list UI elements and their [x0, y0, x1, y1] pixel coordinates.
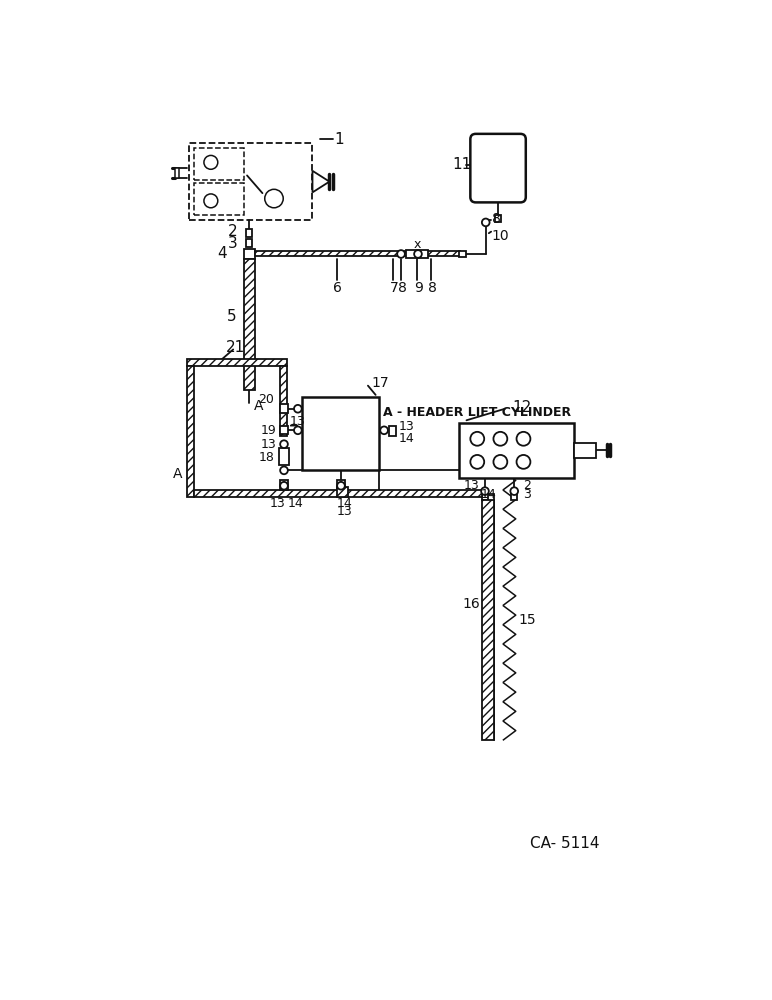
Bar — [194, 148, 244, 180]
Text: CA- 5114: CA- 5114 — [530, 836, 599, 851]
Bar — [280, 426, 288, 434]
Text: 3: 3 — [523, 488, 531, 501]
Text: 2: 2 — [228, 224, 238, 239]
Circle shape — [280, 482, 288, 490]
Text: x: x — [413, 238, 421, 251]
Bar — [244, 259, 255, 389]
Circle shape — [294, 405, 302, 413]
Bar — [303, 397, 380, 470]
Circle shape — [482, 219, 489, 226]
Text: 20: 20 — [259, 393, 275, 406]
Bar — [459, 251, 466, 257]
Circle shape — [265, 189, 283, 208]
Text: 11: 11 — [452, 157, 472, 172]
Text: 18: 18 — [259, 451, 275, 464]
Text: 12: 12 — [513, 400, 532, 415]
Circle shape — [204, 155, 218, 169]
Bar — [495, 215, 501, 222]
Text: 7: 7 — [390, 281, 398, 295]
Bar — [482, 493, 488, 500]
Bar — [244, 249, 255, 259]
Bar — [280, 404, 288, 413]
Bar — [337, 487, 348, 497]
Text: 17: 17 — [372, 376, 389, 390]
Circle shape — [481, 487, 489, 495]
Polygon shape — [313, 171, 330, 192]
Text: 15: 15 — [519, 613, 537, 627]
Circle shape — [397, 250, 405, 258]
Circle shape — [516, 455, 530, 469]
Bar — [246, 229, 252, 237]
FancyBboxPatch shape — [470, 134, 526, 202]
Bar — [279, 448, 290, 465]
Text: A: A — [173, 467, 183, 481]
Text: A - HEADER LIFT CYLINDER: A - HEADER LIFT CYLINDER — [384, 406, 571, 419]
Text: 13: 13 — [398, 420, 415, 433]
Text: 19: 19 — [261, 424, 276, 437]
Bar — [246, 239, 252, 247]
Bar — [389, 426, 396, 436]
Text: 14: 14 — [481, 488, 497, 501]
Text: 13: 13 — [337, 505, 353, 518]
Bar — [280, 366, 287, 436]
Bar — [255, 251, 460, 256]
Text: 6: 6 — [334, 281, 342, 295]
Text: 13: 13 — [261, 438, 276, 451]
Circle shape — [337, 482, 345, 490]
Text: 9: 9 — [414, 281, 423, 295]
Text: 14: 14 — [288, 497, 303, 510]
Text: 10: 10 — [492, 229, 510, 242]
Circle shape — [294, 426, 302, 434]
Text: 13: 13 — [463, 479, 479, 492]
Circle shape — [204, 194, 218, 208]
Text: 8: 8 — [492, 212, 501, 226]
Text: A: A — [254, 399, 263, 413]
Bar — [574, 443, 596, 458]
Text: 3: 3 — [228, 236, 238, 251]
Text: 4: 4 — [217, 246, 227, 261]
Polygon shape — [290, 424, 298, 426]
Bar — [511, 493, 517, 500]
Bar — [194, 183, 244, 215]
Text: 5: 5 — [227, 309, 237, 324]
Bar — [187, 366, 194, 497]
Circle shape — [381, 426, 388, 434]
Text: 8: 8 — [398, 281, 407, 295]
Circle shape — [280, 440, 288, 448]
Bar — [280, 480, 288, 490]
Circle shape — [470, 455, 484, 469]
Bar — [187, 359, 287, 366]
Circle shape — [510, 487, 518, 495]
Text: 16: 16 — [462, 597, 480, 611]
Text: 14: 14 — [398, 432, 415, 445]
Bar — [459, 423, 574, 478]
Text: 2: 2 — [523, 479, 531, 492]
Circle shape — [516, 432, 530, 446]
Circle shape — [414, 250, 422, 258]
Circle shape — [493, 432, 507, 446]
Circle shape — [493, 455, 507, 469]
Bar — [175, 168, 179, 178]
Bar — [482, 500, 494, 740]
Text: 14: 14 — [337, 497, 353, 510]
Text: 21: 21 — [225, 340, 245, 355]
Text: 13: 13 — [270, 497, 286, 510]
Bar — [194, 490, 482, 497]
Bar — [337, 480, 345, 490]
Text: 8: 8 — [428, 281, 437, 295]
Text: 13: 13 — [290, 415, 306, 428]
Circle shape — [470, 432, 484, 446]
Bar — [189, 143, 313, 220]
Circle shape — [280, 466, 288, 474]
Bar — [406, 250, 428, 258]
Text: 1: 1 — [334, 132, 344, 147]
